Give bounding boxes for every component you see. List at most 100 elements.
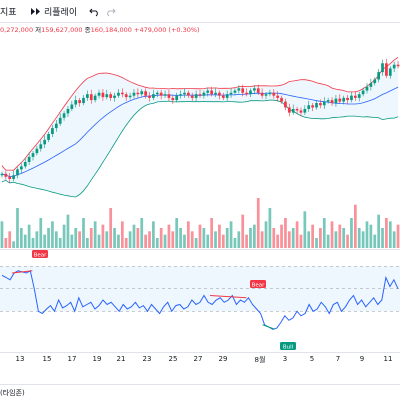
candle-body <box>35 148 39 154</box>
time-tick: 9 <box>359 355 365 363</box>
volume-bar <box>206 234 210 248</box>
candle-body <box>326 100 330 102</box>
candle-body <box>338 98 342 102</box>
candle-body <box>163 94 167 96</box>
candle-body <box>152 94 155 98</box>
volume-bar <box>62 224 66 248</box>
timezone-label[interactable]: (타임존) <box>0 389 25 397</box>
volume-bar <box>284 218 287 248</box>
pane-divider[interactable] <box>0 249 400 250</box>
redo-icon <box>107 8 116 16</box>
time-tick: 3 <box>282 355 288 363</box>
candle-body <box>190 95 194 98</box>
candle-body <box>27 156 31 162</box>
redo-button[interactable] <box>105 6 116 17</box>
candle-body <box>365 86 369 91</box>
volume-bar <box>253 224 256 248</box>
candle-body <box>132 92 136 96</box>
candle-body <box>381 63 384 73</box>
volume-bar <box>82 218 85 248</box>
candle-body <box>392 64 396 69</box>
replay-button[interactable]: 리플레이 <box>30 5 77 18</box>
bear-label: Bear <box>32 250 48 258</box>
volume-bar <box>97 234 101 248</box>
volume-bar <box>101 224 105 248</box>
volume-bar <box>163 234 167 248</box>
candle-body <box>206 90 210 93</box>
candle-body <box>319 103 322 106</box>
candle-body <box>229 92 233 95</box>
candle-body <box>148 95 151 98</box>
indicators-button[interactable]: 지표 <box>0 5 17 18</box>
candle-body <box>89 94 93 101</box>
volume-bar <box>303 211 307 248</box>
top-toolbar: 지표 리플레이 <box>0 0 400 22</box>
candle-body <box>287 107 291 113</box>
volume-bar <box>109 208 113 248</box>
candle-body <box>299 110 303 113</box>
time-tick: 23 <box>142 355 152 363</box>
bull-label-text: Bull <box>283 344 294 350</box>
candle-body <box>117 92 120 96</box>
candle-body <box>218 92 221 96</box>
candle-body <box>12 175 15 179</box>
candle-body <box>342 97 346 102</box>
volume-bar <box>12 241 15 248</box>
candle-body <box>253 88 256 91</box>
volume-bar <box>268 208 272 248</box>
candle-body <box>66 108 70 114</box>
candle-body <box>385 63 388 76</box>
volume-bar <box>350 218 353 248</box>
volume-bar <box>39 218 43 248</box>
volume-bar <box>377 214 380 248</box>
volume-bar <box>120 221 124 248</box>
volume-bar <box>47 228 50 248</box>
candle-body <box>361 90 365 95</box>
rsi-line <box>1 270 399 330</box>
rsi-pane[interactable]: Bear Bear Bull <box>0 250 400 352</box>
candle-body <box>4 173 8 177</box>
time-tick: 5 <box>309 355 315 363</box>
price-pane[interactable] <box>0 30 400 250</box>
volume-bar <box>175 218 179 248</box>
candle-body <box>171 97 175 101</box>
ohlc-change: +479,000 (+0.30%) <box>134 26 200 34</box>
undo-button[interactable] <box>89 6 100 17</box>
volume-bar <box>198 224 202 248</box>
volume-bar <box>315 238 318 248</box>
candle-body <box>155 92 159 95</box>
volume-bar <box>8 231 12 248</box>
bear-label-2-text: Bear <box>252 282 266 288</box>
candle-body <box>124 94 128 98</box>
bollinger-fill <box>1 57 399 198</box>
candle-body <box>241 88 245 93</box>
volume-bar <box>78 231 81 248</box>
bull-label-bg <box>280 342 296 350</box>
volume-bar <box>385 218 388 248</box>
volume-bar <box>373 234 377 248</box>
candle-body <box>159 92 163 96</box>
volume-bar <box>113 228 116 248</box>
candle-body <box>194 94 198 98</box>
candle-body <box>51 128 54 134</box>
volume-bar <box>357 228 361 248</box>
time-axis[interactable]: 13 15 17 19 21 23 25 27 29 8월 3 5 7 9 11 <box>0 352 400 368</box>
volume-bar <box>58 238 62 248</box>
candle-body <box>280 97 283 102</box>
volume-bar <box>202 228 206 248</box>
volume-bar <box>280 224 283 248</box>
volume-bar <box>276 234 280 248</box>
bear-divergence-line-2 <box>210 295 247 299</box>
candle-body <box>175 95 179 101</box>
ohlc-low: 159,627,000 <box>41 26 83 34</box>
ohlc-low-label: 저 <box>35 26 42 34</box>
candle-body <box>144 91 147 96</box>
time-tick: 21 <box>116 355 126 363</box>
volume-bar <box>225 228 229 248</box>
volume-bar <box>128 231 132 248</box>
candle-body <box>256 88 260 93</box>
volume-bar <box>392 231 396 248</box>
volume-bar <box>27 224 31 248</box>
volume-bar <box>218 224 221 248</box>
